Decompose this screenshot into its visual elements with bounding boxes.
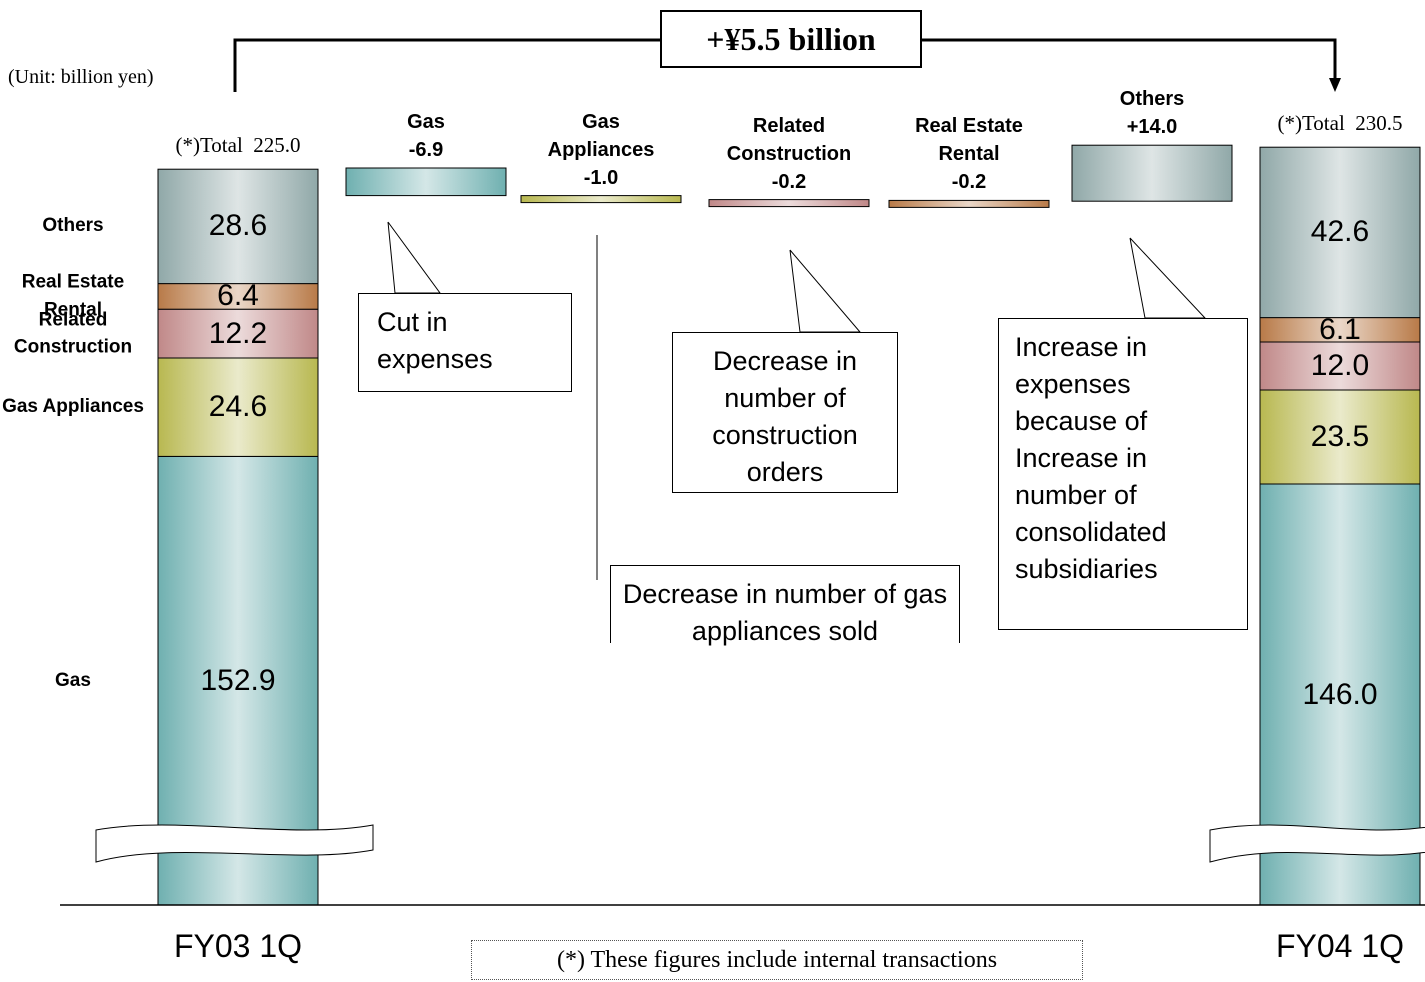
total-label: (*)Total 225.0 (146, 133, 330, 158)
segment-value: 12.0 (1310, 349, 1370, 382)
total-value: 230.5 (1355, 111, 1403, 136)
stack-segment (157, 168, 319, 285)
category-label: Related Construction (13, 309, 133, 358)
change-value: +14.0 (1126, 116, 1178, 139)
change-bar (1071, 144, 1233, 202)
segment-value: 152.9 (200, 663, 276, 697)
annotation: Decrease in number of construction order… (672, 332, 898, 493)
segment-value: 12.2 (208, 316, 268, 350)
change-label: Related Construction -0.2 (719, 112, 859, 196)
chart-title: +¥5.5 billion (660, 10, 922, 68)
stack-segment (1259, 317, 1421, 343)
category-label: Others (42, 215, 104, 237)
stack-segment (1259, 389, 1421, 485)
footnote: (*) These figures include internal trans… (471, 940, 1083, 980)
change-label: Gas -6.9 (356, 108, 496, 164)
category-label: Real Estate Rental (21, 271, 125, 321)
unit-label: (Unit: billion yen) (8, 66, 154, 88)
change-name: Others (1119, 88, 1185, 111)
arrow-head (1329, 78, 1341, 92)
segment-value: 6.1 (1319, 312, 1361, 346)
stack-segment (1259, 146, 1421, 319)
change-name: Gas (407, 111, 445, 133)
stack-label: FY03 1Q (173, 928, 303, 964)
segment-value: 23.5 (1310, 420, 1370, 453)
change-bar (708, 199, 870, 208)
segment-value: 28.6 (208, 209, 268, 243)
stack-label: FY04 1Q (1275, 928, 1405, 964)
change-name: Gas Appliances (547, 110, 655, 161)
annotation: Decrease in number of gas appliances sol… (610, 565, 960, 646)
category-label: Gas (55, 669, 91, 691)
stack-segment (157, 283, 319, 310)
annotation: Cut in expenses (358, 293, 572, 392)
stack-segment (1259, 341, 1421, 391)
annotation-pointer (789, 249, 862, 333)
change-name: Related Construction (726, 114, 852, 165)
change-value: -1.0 (583, 166, 619, 189)
annotation: Increase in expenses because of Increase… (998, 318, 1248, 630)
stack-segment (157, 308, 319, 359)
category-label: Gas Appliances (2, 396, 144, 418)
change-label: Others +14.0 (1082, 85, 1222, 141)
annotation-pointer (1129, 237, 1207, 319)
total-value: 225.0 (253, 133, 301, 158)
total-prefix: (*)Total (1277, 111, 1345, 136)
segment-value: 6.4 (217, 279, 259, 313)
change-value: -6.9 (408, 139, 444, 161)
change-bar (888, 199, 1050, 208)
segment-value: 146.0 (1302, 677, 1378, 711)
total-prefix: (*)Total (175, 133, 243, 158)
change-name: Real Estate Rental (915, 115, 1023, 166)
segment-value: 42.6 (1310, 215, 1370, 249)
annotation-pointer (387, 221, 441, 294)
change-label: Real Estate Rental -0.2 (899, 112, 1039, 196)
change-label: Gas Appliances -1.0 (531, 108, 671, 192)
segment-value: 24.6 (208, 390, 268, 424)
axis-break (95, 824, 374, 863)
bracket (922, 38, 1337, 80)
change-value: -0.2 (951, 171, 987, 194)
change-value: -0.2 (771, 170, 807, 193)
bracket (233, 38, 660, 92)
change-bar (520, 195, 682, 204)
axis-break (1209, 824, 1425, 863)
change-bar (345, 167, 507, 197)
total-label: (*)Total 230.5 (1248, 111, 1425, 136)
